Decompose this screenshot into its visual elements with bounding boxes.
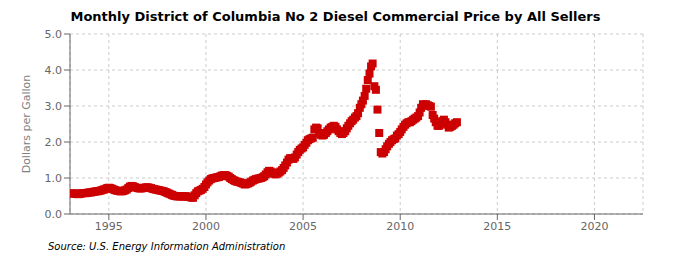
svg-text:4.0: 4.0 — [45, 64, 63, 77]
svg-text:0.0: 0.0 — [45, 208, 63, 221]
svg-text:2020: 2020 — [580, 220, 608, 233]
svg-text:2.0: 2.0 — [45, 136, 63, 149]
svg-text:2000: 2000 — [192, 220, 220, 233]
html-text:Source: U.S. Energy Informatio: Source: U.S. Energy Information Administ… — [48, 241, 286, 252]
svg-text:Dollars per Gallon: Dollars per Gallon — [20, 75, 33, 174]
svg-text:2010: 2010 — [386, 220, 414, 233]
svg-text:1995: 1995 — [95, 220, 123, 233]
svg-text:2015: 2015 — [483, 220, 511, 233]
svg-text:1.0: 1.0 — [45, 172, 63, 185]
svg-text:5.0: 5.0 — [45, 28, 63, 41]
html-text:Monthly District of Columbia N: Monthly District of Columbia No 2 Diesel… — [70, 9, 601, 24]
svg-text:3.0: 3.0 — [45, 100, 63, 113]
svg-text:2005: 2005 — [289, 220, 317, 233]
